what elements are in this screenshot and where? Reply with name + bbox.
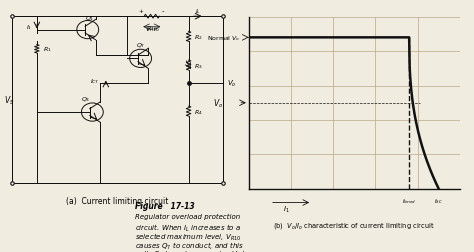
- Text: $Q_3$: $Q_3$: [81, 95, 90, 104]
- Text: $I_1$: $I_1$: [283, 204, 290, 214]
- Text: $V_{R10}$: $V_{R10}$: [145, 25, 159, 34]
- Text: causes $Q_7$ to conduct, and this: causes $Q_7$ to conduct, and this: [135, 239, 244, 250]
- Text: $Q_1$: $Q_1$: [85, 14, 94, 22]
- Text: $V_o$: $V_o$: [227, 79, 236, 89]
- Text: $I_{C7}$: $I_{C7}$: [90, 77, 99, 86]
- Text: $R_{10}$: $R_{10}$: [146, 24, 157, 33]
- Text: $I_L$: $I_L$: [195, 7, 201, 16]
- Text: $V_o$: $V_o$: [213, 97, 224, 110]
- Text: $R_1$: $R_1$: [43, 45, 51, 54]
- Text: (b)  $V_o/I_o$ characteristic of current limiting circuit: (b) $V_o/I_o$ characteristic of current …: [273, 220, 435, 230]
- Text: $V_S$: $V_S$: [3, 94, 14, 106]
- Text: selected maximum level, $V_{R10}$: selected maximum level, $V_{R10}$: [135, 231, 242, 242]
- Text: circuit. When $I_L$ increases to a: circuit. When $I_L$ increases to a: [135, 222, 241, 233]
- Text: Regulator overload protection: Regulator overload protection: [135, 213, 240, 219]
- Text: $R_3$: $R_3$: [194, 61, 202, 70]
- Text: -: -: [162, 8, 164, 14]
- Text: Normal $V_o$: Normal $V_o$: [207, 34, 240, 43]
- Text: (a)  Current limiting circuit: (a) Current limiting circuit: [66, 197, 168, 206]
- Text: Figure   17-13: Figure 17-13: [135, 202, 195, 211]
- Text: $Q_7$: $Q_7$: [136, 41, 145, 50]
- Text: $R_2$: $R_2$: [194, 33, 202, 42]
- Text: pulls $Q_1$ basedown causing $V_o$ to: pulls $Q_1$ basedown causing $V_o$ to: [135, 248, 251, 252]
- Text: $I_1$: $I_1$: [26, 23, 32, 32]
- Text: $I_{SC}$: $I_{SC}$: [434, 197, 443, 206]
- Text: $R_4$: $R_4$: [194, 107, 202, 116]
- Text: $I_{limed}$: $I_{limed}$: [402, 197, 416, 206]
- Text: +: +: [138, 9, 143, 14]
